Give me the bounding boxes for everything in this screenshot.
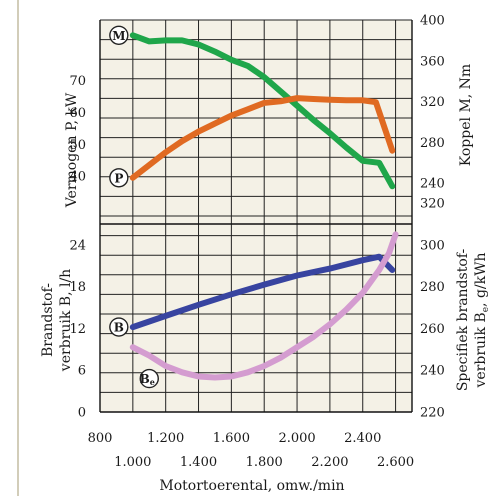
upper-left-axis-title: Vermogen P, kW xyxy=(64,92,80,208)
svg-text:M: M xyxy=(112,29,125,43)
svg-text:B: B xyxy=(114,321,124,335)
x-tick-label: 1.000 xyxy=(114,455,151,470)
lower-right-axis-title-line2: verbruik Be, g/kWh xyxy=(473,252,491,388)
lower-left-axis-title-line2: verbruik B, l/h xyxy=(58,269,74,372)
x-tick-label: 2.600 xyxy=(377,455,414,470)
lower-left-tick-label: 18 xyxy=(69,280,86,295)
lower-right-tick-label: 280 xyxy=(420,280,445,295)
lower-left-tick-label: 0 xyxy=(78,406,86,421)
lower-right-tick-label: 300 xyxy=(420,238,445,253)
lower-right-axis-title-sub: e xyxy=(481,307,491,312)
series-line-m xyxy=(129,32,396,190)
lower-right-axis-title-line2-end: , g/kWh xyxy=(473,252,489,306)
series-marker-m: M xyxy=(109,25,129,45)
series-marker-b: B xyxy=(109,317,129,337)
x-tick-label: 800 xyxy=(88,431,113,446)
series-marker-be: Be xyxy=(139,368,159,389)
lower-left-axis-title-line1: Brandstof- xyxy=(40,283,56,357)
x-tick-label: 1.600 xyxy=(213,431,250,446)
lower-right-tick-label: 220 xyxy=(420,406,445,421)
upper-right-tick-label: 240 xyxy=(420,177,445,192)
x-tick-label: 1.200 xyxy=(147,431,184,446)
x-tick-label: 2.000 xyxy=(278,431,315,446)
lower-right-tick-label: 240 xyxy=(420,364,445,379)
x-tick-label: 2.200 xyxy=(311,455,348,470)
series-line-be xyxy=(129,231,399,381)
upper-right-tick-label: 400 xyxy=(420,14,445,29)
lower-left-tick-label: 12 xyxy=(69,322,86,337)
lower-left-tick-label: 24 xyxy=(69,238,86,253)
series-layer xyxy=(129,32,399,381)
upper-right-tick-label: 280 xyxy=(420,136,445,151)
series-line-b xyxy=(129,253,396,331)
x-tick-label: 1.400 xyxy=(180,455,217,470)
lower-right-tick-label: 320 xyxy=(420,197,445,212)
upper-left-tick-label: 70 xyxy=(69,74,86,89)
upper-left-tick-label: 50 xyxy=(69,138,86,153)
upper-right-tick-label: 360 xyxy=(420,54,445,69)
lower-right-axis-title-line2-main: verbruik B xyxy=(473,312,489,388)
marker-layer: M P B Be xyxy=(109,25,159,389)
upper-right-axis-title: Koppel M, Nm xyxy=(458,64,474,166)
lower-left-tick-label: 6 xyxy=(78,364,86,379)
lower-right-tick-label: 260 xyxy=(420,322,445,337)
x-tick-label: 2.400 xyxy=(344,431,381,446)
upper-left-tick-label: 40 xyxy=(69,170,86,185)
x-tick-label: 1.800 xyxy=(246,455,283,470)
series-line-p xyxy=(129,95,396,181)
lower-right-axis-title-line1: Specifiek brandstof- xyxy=(455,249,471,392)
x-axis-title: Motortoerental, omw./min xyxy=(159,478,344,494)
ticks-layer: 4050607040036032028024024181260320300280… xyxy=(69,14,444,471)
series-marker-p: P xyxy=(109,168,129,188)
upper-right-tick-label: 320 xyxy=(420,95,445,110)
grid xyxy=(99,19,413,413)
upper-left-tick-label: 60 xyxy=(69,106,86,121)
svg-text:P: P xyxy=(114,171,123,185)
